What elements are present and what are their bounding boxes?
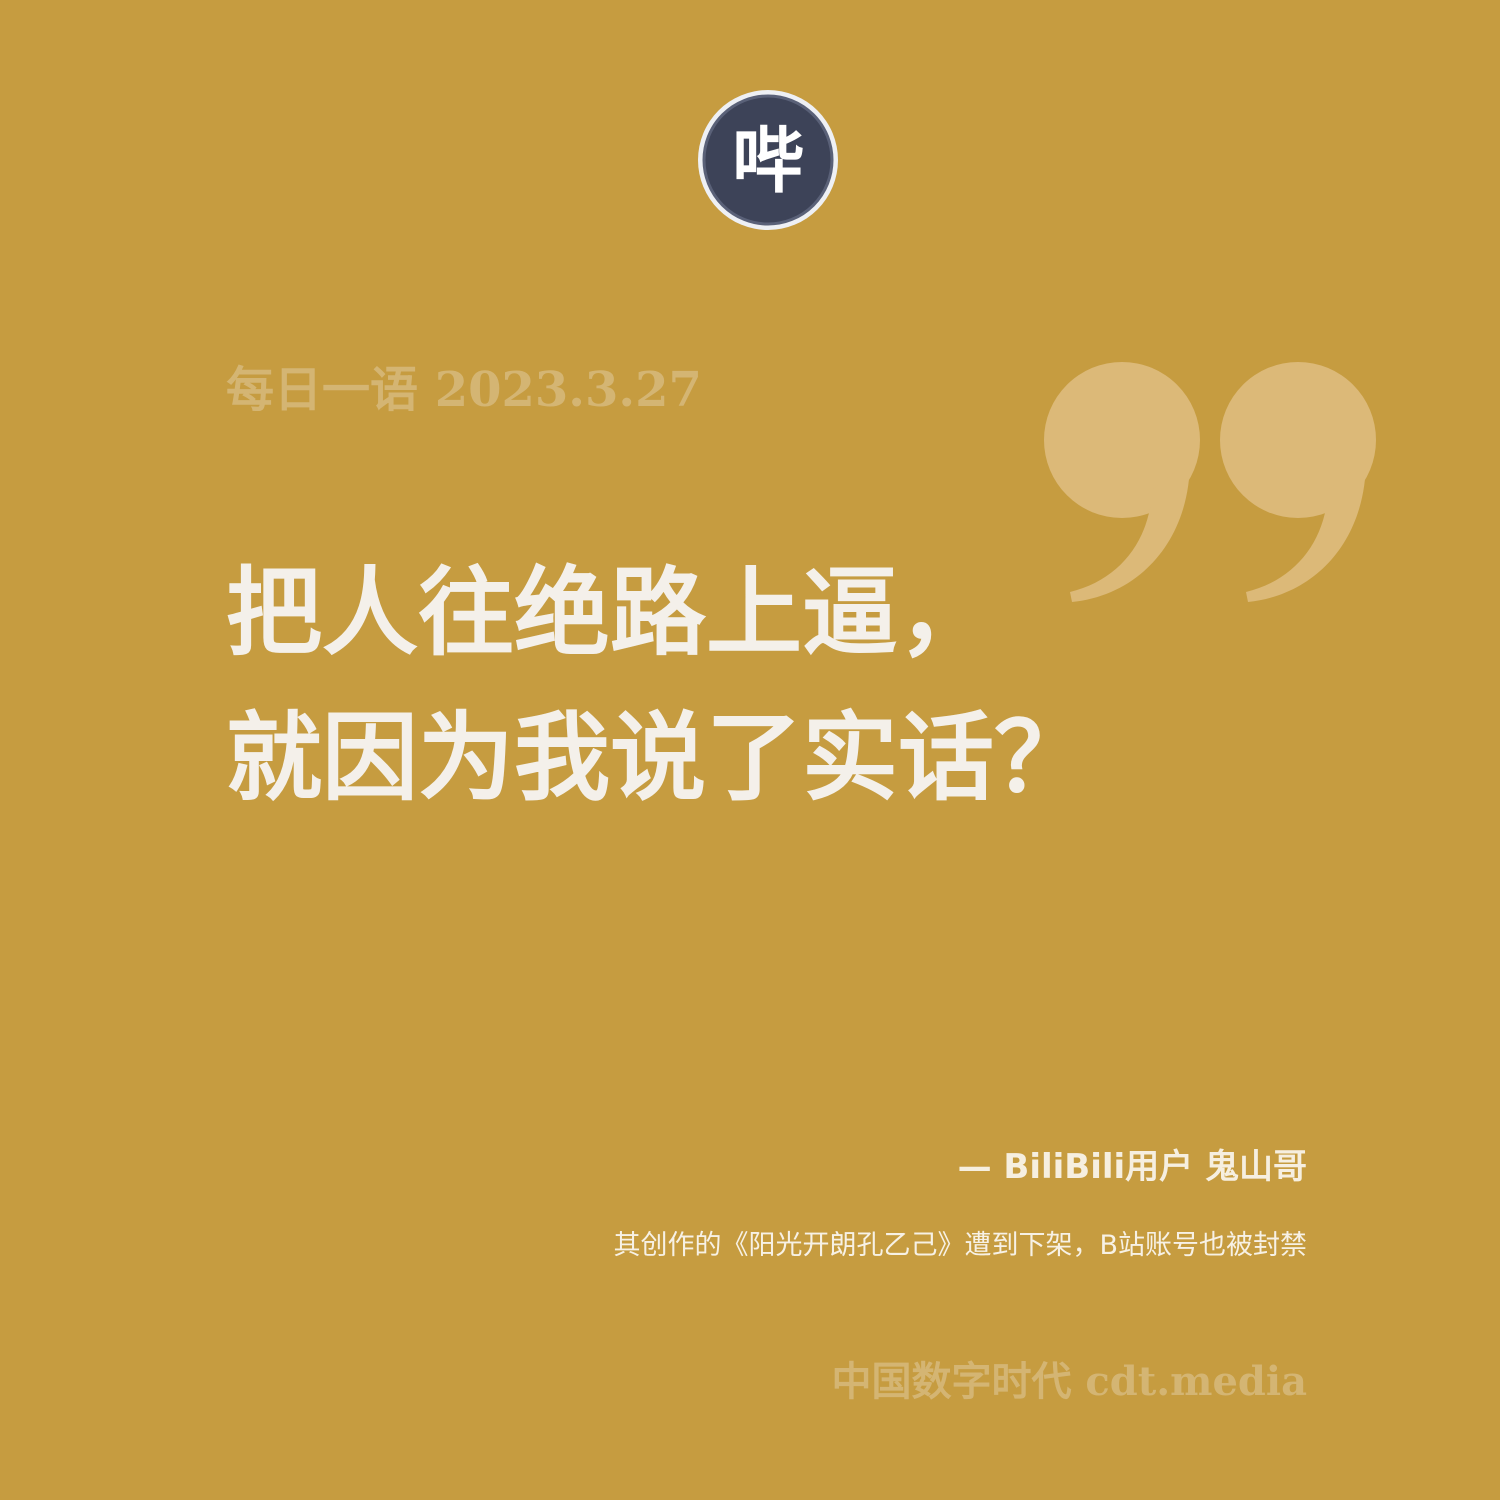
quote-line-1: 把人往绝路上逼， — [226, 556, 994, 669]
cdt-seal-icon: 哔 — [698, 90, 838, 230]
date-label: 每日一语 2023.3.27 — [226, 362, 702, 418]
quote-line-2: 就因为我说了实话？ — [226, 701, 1090, 814]
attribution: — BiliBili用户 鬼山哥 — [957, 1147, 1307, 1187]
quote-text: 把人往绝路上逼， 就因为我说了实话？ — [226, 540, 1090, 830]
closing-quote-icon — [1044, 362, 1376, 602]
footer-brand: 中国数字时代 cdt.media — [831, 1358, 1307, 1405]
logo-glyph: 哔 — [732, 118, 804, 203]
context-note: 其创作的《阳光开朗孔乙己》遭到下架，B站账号也被封禁 — [613, 1230, 1307, 1261]
